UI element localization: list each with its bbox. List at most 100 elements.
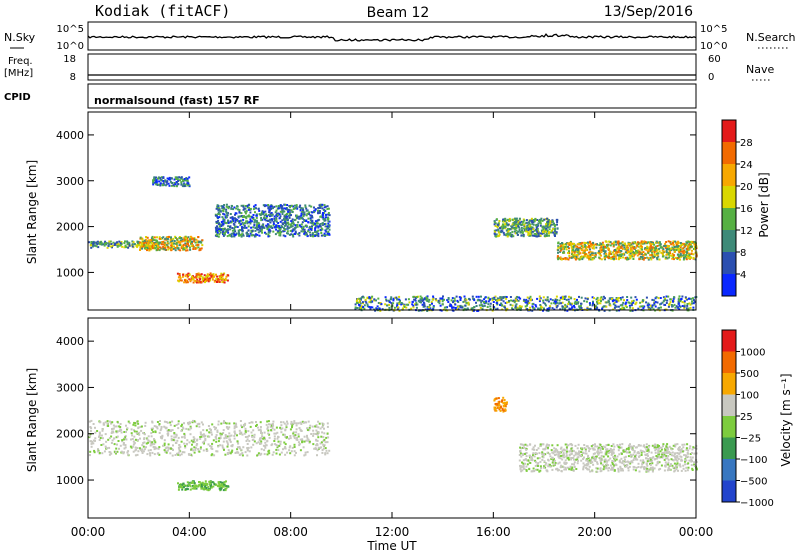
velocity-cell — [315, 424, 318, 427]
velocity-cell — [216, 450, 219, 453]
velocity-cell — [222, 482, 225, 485]
velocity-cell — [219, 488, 222, 491]
power-cell — [280, 224, 283, 227]
power-cell — [674, 306, 677, 309]
power-cell — [151, 247, 154, 250]
velocity-cell — [165, 451, 168, 454]
power-cell — [363, 304, 366, 307]
velocity-cell — [234, 452, 237, 454]
power-cell — [542, 296, 545, 299]
velocity-cell — [192, 439, 195, 442]
velocity-cell — [494, 409, 497, 412]
power-cell — [200, 280, 203, 283]
power-cell — [670, 247, 672, 250]
power-cell — [659, 303, 662, 306]
power-cell — [308, 213, 310, 215]
power-cell — [222, 281, 225, 284]
power-cell — [608, 240, 611, 243]
power-cell — [645, 296, 648, 299]
power-cell — [199, 278, 202, 281]
power-cell — [607, 247, 610, 250]
power-cell — [517, 230, 520, 233]
power-cell — [172, 237, 175, 240]
power-cell — [565, 298, 568, 301]
velocity-cell — [253, 440, 256, 443]
velocity-cell — [321, 431, 324, 434]
power-cell — [162, 182, 165, 185]
velocity-cell — [285, 436, 288, 439]
power-cell — [689, 306, 692, 309]
power-cell — [321, 207, 324, 210]
velocity-cell — [229, 440, 232, 443]
power-cell — [244, 212, 247, 215]
power-cell — [376, 308, 379, 311]
velocity-cell — [182, 427, 185, 430]
power-cell — [662, 248, 665, 251]
power-cell — [582, 246, 585, 249]
power-cell — [380, 303, 383, 306]
power-cell — [642, 241, 644, 244]
power-cell — [623, 253, 626, 256]
power-cell — [218, 209, 221, 212]
power-cell — [571, 253, 573, 256]
power-cell — [131, 240, 134, 243]
velocity-cell — [182, 482, 185, 485]
power-cell — [279, 226, 282, 229]
power-cell — [362, 306, 365, 308]
power-cell — [456, 308, 458, 311]
power-cell — [249, 222, 252, 225]
power-cell — [682, 252, 685, 255]
power-cell — [452, 301, 454, 304]
velocity-cell — [160, 427, 163, 430]
power-cell — [632, 299, 635, 302]
power-cell — [505, 233, 508, 236]
power-cell — [465, 302, 468, 305]
velocity-cell — [215, 426, 217, 429]
power-cell — [198, 249, 201, 252]
power-cell — [514, 297, 517, 300]
velocity-cell — [151, 443, 154, 446]
power-cell — [492, 301, 495, 303]
power-cell — [243, 224, 246, 227]
power-cell — [635, 243, 638, 246]
velocity-cell — [123, 447, 126, 450]
power-cell — [588, 246, 591, 249]
power-cell — [118, 240, 121, 243]
power-cell — [88, 241, 91, 244]
power-cell — [503, 225, 506, 228]
power-cell — [670, 304, 673, 306]
power-cell — [507, 223, 510, 226]
power-cell — [539, 304, 542, 306]
power-colorbar-tick-label: 16 — [740, 204, 753, 215]
power-cell — [531, 305, 534, 308]
velocity-cell — [261, 435, 264, 438]
power-cell — [317, 209, 319, 212]
velocity-cell — [246, 435, 249, 438]
velocity-cell — [183, 436, 186, 438]
power-cell — [570, 307, 573, 310]
power-cell — [217, 228, 220, 231]
power-cell — [481, 299, 484, 302]
power-cell — [545, 223, 547, 226]
power-cell — [547, 300, 550, 303]
power-cell — [187, 184, 190, 187]
power-cell — [419, 298, 422, 301]
velocity-cell — [199, 431, 202, 434]
power-cell — [177, 180, 180, 182]
velocity-cell — [202, 487, 205, 490]
power-cell — [221, 277, 224, 280]
velocity-cell — [277, 440, 280, 443]
power-cell — [426, 305, 429, 308]
velocity-cell — [207, 485, 210, 488]
power-cell — [163, 244, 166, 247]
velocity-cell — [495, 402, 498, 405]
power-cell — [612, 241, 615, 244]
power-cell — [669, 301, 672, 304]
power-cell — [294, 230, 297, 233]
velocity-cell — [283, 422, 286, 425]
power-cell — [643, 242, 646, 245]
power-cell — [562, 251, 564, 254]
power-cell — [671, 252, 674, 255]
power-cell — [584, 255, 587, 258]
velocity-cell — [159, 420, 161, 422]
